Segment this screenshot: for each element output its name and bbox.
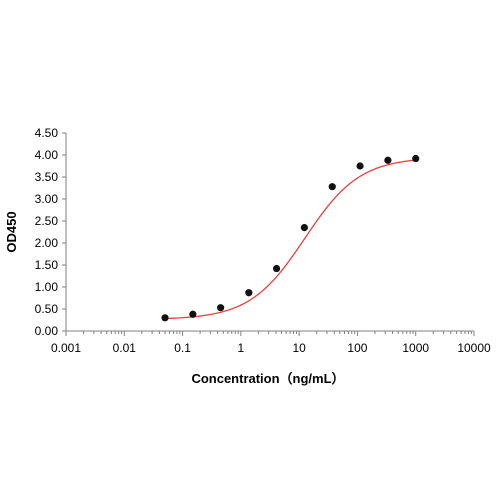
y-tick-label: 2.00	[35, 236, 59, 250]
y-tick-label: 2.50	[35, 214, 59, 228]
data-point	[384, 156, 392, 164]
data-point	[217, 304, 225, 312]
data-point	[272, 264, 281, 273]
x-tick-label: 0.01	[113, 341, 137, 355]
data-point	[412, 154, 420, 163]
x-tick-label: 0.1	[174, 341, 191, 355]
x-axis-title: Concentration（ng/mL）	[191, 371, 344, 386]
data-point	[300, 224, 308, 232]
y-axis-ticks: 0.00 0.50 1.00 1.50 2.00 2.50 3.00 3.50 4.00 4.50	[35, 126, 66, 338]
data-points	[161, 154, 420, 322]
x-tick-label: 1000	[402, 341, 429, 355]
y-tick-label: 4.00	[35, 148, 59, 162]
data-point	[161, 314, 169, 322]
x-tick-label: 10	[292, 341, 306, 355]
x-axis-ticks: 0.001 0.01 0.1 1 10 100 1000 10000	[51, 331, 491, 355]
data-point	[189, 310, 197, 318]
y-axis-title: OD450	[4, 211, 19, 252]
x-tick-label: 10000	[457, 341, 491, 355]
data-point	[328, 183, 336, 191]
x-tick-label: 0.001	[51, 341, 81, 355]
fit-curve	[165, 159, 416, 320]
y-tick-label: 0.00	[35, 324, 59, 338]
y-tick-label: 3.00	[35, 192, 59, 206]
y-tick-label: 1.00	[35, 280, 59, 294]
data-point	[245, 289, 253, 297]
y-tick-label: 3.50	[35, 170, 59, 184]
y-tick-label: 0.50	[35, 302, 59, 316]
y-tick-label: 1.50	[35, 258, 59, 272]
y-tick-label: 4.50	[35, 126, 59, 140]
x-tick-label: 1	[238, 341, 245, 355]
x-tick-label: 100	[347, 341, 367, 355]
data-point	[356, 162, 364, 170]
